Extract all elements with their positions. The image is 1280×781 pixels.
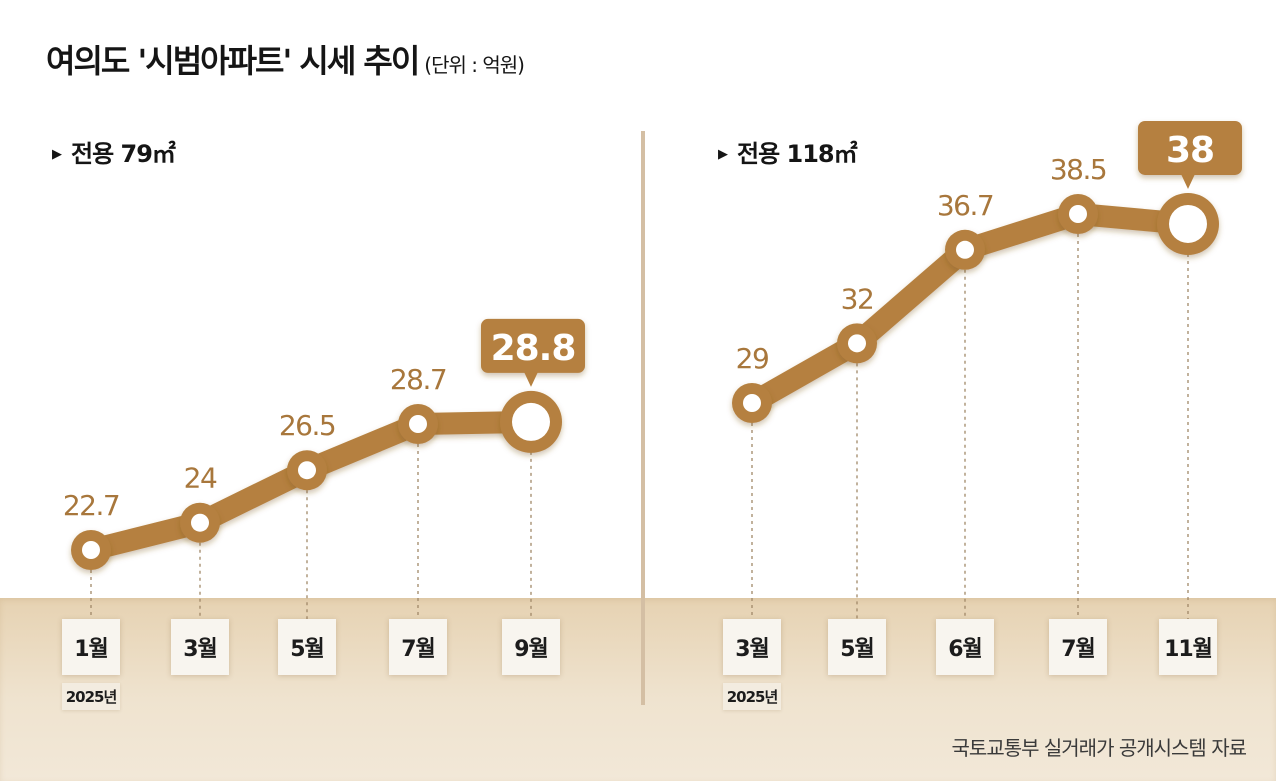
x-tick-label: 5월 (278, 619, 336, 675)
x-tick-label: 7월 (1049, 619, 1107, 675)
x-tick-label: 9월 (502, 619, 560, 675)
triangle-right-icon: ▶ (52, 147, 62, 162)
data-point-hole (409, 415, 427, 433)
data-value-label: 24 (184, 462, 217, 495)
data-point-hole (848, 334, 866, 353)
x-tick-label: 3월 (171, 619, 229, 675)
data-point-hole (1069, 205, 1087, 223)
data-point-hole (1169, 204, 1207, 243)
callout-value-label: 28.8 (491, 328, 576, 369)
data-point-hole (956, 240, 974, 259)
chart-2-title: ▶ 전용 118㎡ (718, 134, 858, 169)
x-tick-label: 1월 (62, 619, 120, 675)
triangle-right-icon: ▶ (718, 147, 728, 162)
data-value-label: 29 (736, 342, 769, 375)
data-value-label: 36.7 (937, 189, 993, 222)
data-value-label: 32 (841, 282, 874, 315)
data-point-hole (191, 513, 209, 532)
callout-box (1138, 120, 1242, 175)
data-point-hole (512, 402, 550, 441)
chart-divider (641, 131, 645, 705)
callout-value-label: 38 (1166, 130, 1214, 171)
title-text: 여의도 '시범아파트' 시세 추이 (46, 42, 420, 80)
data-value-label: 38.5 (1050, 153, 1106, 186)
x-tick-label: 7월 (389, 619, 447, 675)
page-title: 여의도 '시범아파트' 시세 추이 (단위 : 억원) (46, 36, 525, 82)
callout-box (481, 318, 585, 373)
data-value-label: 28.7 (390, 363, 446, 396)
callout-pointer (1181, 173, 1195, 189)
x-tick-label: 5월 (828, 619, 886, 675)
chart-2-title-text: 전용 118㎡ (737, 140, 858, 168)
unit-label: (단위 : 억원) (424, 53, 525, 77)
x-tick-label: 3월 (723, 619, 781, 675)
chart-1-title-text: 전용 79㎡ (71, 140, 176, 168)
year-label: 2025년 (723, 683, 781, 710)
data-point-hole (743, 394, 761, 412)
data-value-label: 26.5 (279, 409, 335, 442)
x-tick-label: 11월 (1159, 619, 1217, 675)
year-label: 2025년 (62, 683, 120, 710)
data-value-label: 22.7 (63, 489, 119, 522)
callout-pointer (524, 371, 538, 387)
data-point-hole (298, 461, 316, 480)
x-tick-label: 6월 (936, 619, 994, 675)
source-note: 국토교통부 실거래가 공개시스템 자료 (951, 736, 1247, 760)
chart-1-title: ▶ 전용 79㎡ (52, 134, 176, 169)
data-point-hole (82, 541, 100, 559)
